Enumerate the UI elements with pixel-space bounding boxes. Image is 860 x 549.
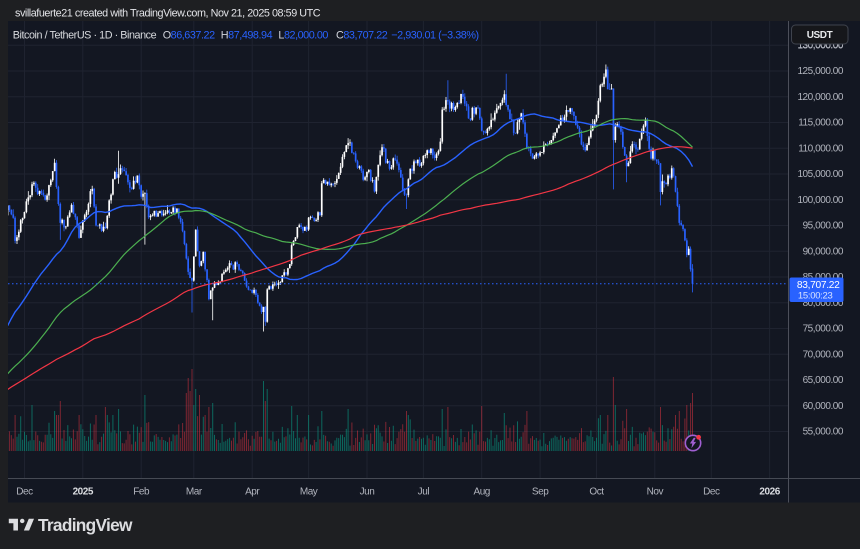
svg-text:90,000.00: 90,000.00 xyxy=(803,246,844,257)
svg-text:Oct: Oct xyxy=(589,487,604,498)
svg-text:55,000.00: 55,000.00 xyxy=(803,427,844,438)
svg-text:125,000.00: 125,000.00 xyxy=(797,66,843,77)
svg-text:130,000.00: 130,000.00 xyxy=(797,41,843,52)
svg-text:100,000.00: 100,000.00 xyxy=(797,195,843,206)
svg-text:70,000.00: 70,000.00 xyxy=(803,349,844,360)
svg-text:Sep: Sep xyxy=(532,487,549,498)
svg-text:15:00:23: 15:00:23 xyxy=(798,291,833,302)
svg-text:TradingView: TradingView xyxy=(38,515,133,535)
svg-text:2026: 2026 xyxy=(759,487,780,498)
svg-text:Apr: Apr xyxy=(245,487,260,498)
svg-text:Bitcoin / TetherUS · 1D · Bina: Bitcoin / TetherUS · 1D · Binance O86,637… xyxy=(13,29,479,41)
svg-text:Feb: Feb xyxy=(133,487,150,498)
svg-text:Jul: Jul xyxy=(418,487,430,498)
svg-text:130,000.00: 130,000.00 xyxy=(797,40,843,51)
svg-text:120,000.00: 120,000.00 xyxy=(797,92,843,103)
svg-text:115,000.00: 115,000.00 xyxy=(798,118,844,129)
svg-text:105,000.00: 105,000.00 xyxy=(797,169,843,180)
svg-text:May: May xyxy=(300,487,318,498)
svg-text:Dec: Dec xyxy=(16,487,33,498)
svg-text:65,000.00: 65,000.00 xyxy=(803,375,844,386)
svg-text:Aug: Aug xyxy=(473,487,489,498)
svg-text:80,000.00: 80,000.00 xyxy=(803,298,844,309)
svg-text:Jun: Jun xyxy=(360,487,375,498)
svg-text:USDT: USDT xyxy=(807,30,833,41)
svg-text:83,707.22: 83,707.22 xyxy=(797,280,840,291)
svg-text:60,000.00: 60,000.00 xyxy=(803,401,844,412)
svg-text:Dec: Dec xyxy=(703,487,720,498)
svg-text:2025: 2025 xyxy=(73,487,94,498)
svg-text:95,000.00: 95,000.00 xyxy=(803,221,844,232)
svg-text:Nov: Nov xyxy=(647,487,664,498)
svg-text:75,000.00: 75,000.00 xyxy=(803,324,844,335)
svg-text:110,000.00: 110,000.00 xyxy=(798,143,844,154)
svg-text:svillafuerte21 created with Tr: svillafuerte21 created with TradingView.… xyxy=(15,7,321,19)
svg-text:Mar: Mar xyxy=(186,487,203,498)
